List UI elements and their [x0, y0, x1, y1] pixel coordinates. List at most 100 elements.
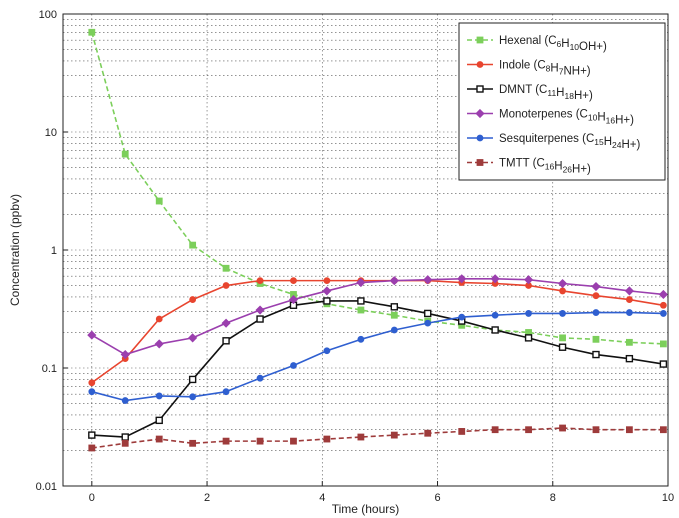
- data-point: [322, 286, 332, 296]
- data-point: [155, 416, 163, 425]
- legend-subscript: 8: [546, 64, 551, 74]
- y-axis-label: Concentration (ppbv): [8, 194, 22, 306]
- data-point: [457, 274, 467, 284]
- data-point: [88, 28, 96, 36]
- data-point: [120, 349, 130, 360]
- data-point: [256, 437, 264, 445]
- legend-text-part: OH+): [579, 41, 607, 53]
- data-point: [390, 326, 398, 334]
- series-4: [87, 274, 668, 360]
- legend-subscript: 10: [588, 113, 598, 123]
- legend-text-part: TMTT (C: [499, 158, 545, 170]
- data-point: [121, 433, 129, 441]
- data-point: [559, 424, 566, 432]
- y-tick-label: 100: [39, 9, 57, 21]
- data-point: [476, 85, 484, 93]
- data-point: [188, 375, 197, 384]
- data-point: [189, 241, 197, 249]
- x-tick-label: 4: [319, 492, 325, 504]
- legend-text-part: H+): [572, 164, 591, 176]
- legend-item: DMNT (C11H18H+): [467, 84, 593, 102]
- y-tick-label: 0.01: [36, 481, 57, 493]
- legend-subscript: 18: [564, 91, 574, 101]
- data-point: [255, 305, 265, 315]
- data-point: [476, 159, 484, 166]
- data-point: [625, 354, 634, 363]
- legend-text-part: H: [550, 63, 558, 75]
- series-line: [91, 278, 664, 356]
- data-point: [323, 297, 331, 305]
- x-tick-label: 10: [662, 492, 674, 504]
- data-point: [658, 289, 668, 300]
- data-point: [523, 275, 534, 285]
- data-point: [357, 335, 365, 343]
- data-point: [357, 433, 365, 441]
- data-point: [491, 426, 499, 434]
- data-point: [189, 296, 197, 303]
- data-point: [592, 309, 600, 316]
- legend-text-part: Monoterpenes (C: [499, 109, 588, 121]
- data-point: [424, 429, 432, 437]
- legend-subscript: 24: [612, 140, 622, 150]
- data-point: [188, 333, 198, 343]
- y-tick-label: 0.1: [42, 363, 57, 375]
- data-point: [424, 309, 432, 318]
- data-point: [592, 426, 600, 434]
- series-line: [91, 427, 664, 449]
- data-point: [222, 282, 230, 289]
- data-point: [356, 277, 366, 288]
- y-tick-label: 1: [51, 245, 57, 257]
- data-point: [390, 311, 398, 319]
- data-point: [357, 297, 365, 305]
- data-point: [423, 275, 433, 285]
- data-point: [659, 426, 667, 434]
- data-point: [189, 439, 197, 447]
- data-point: [558, 343, 567, 351]
- data-point: [154, 339, 164, 349]
- legend-item: Hexenal (C6H10OH+): [467, 35, 607, 53]
- data-point: [476, 61, 484, 68]
- data-point: [659, 301, 667, 309]
- data-point: [155, 435, 163, 443]
- legend-item: TMTT (C16H26H+): [467, 158, 591, 176]
- x-tick-label: 6: [434, 492, 440, 504]
- data-point: [323, 435, 331, 443]
- data-point: [155, 392, 163, 400]
- data-point: [659, 310, 667, 317]
- data-point: [88, 388, 96, 396]
- data-point: [221, 318, 231, 328]
- legend-text-part: H+): [615, 115, 634, 127]
- data-point: [288, 295, 299, 305]
- data-point: [592, 335, 600, 343]
- data-point: [625, 309, 633, 316]
- legend-text-part: H: [561, 38, 569, 50]
- legend-subscript: 26: [563, 165, 573, 175]
- data-point: [491, 326, 499, 334]
- data-point: [290, 437, 297, 445]
- data-point: [476, 134, 484, 142]
- data-point: [525, 310, 532, 317]
- data-point: [121, 150, 129, 158]
- data-point: [458, 428, 466, 435]
- legend-label: Indole (C8H7NH+): [499, 60, 591, 78]
- data-point: [88, 444, 96, 452]
- data-point: [424, 319, 432, 327]
- data-point: [389, 276, 399, 286]
- legend-text-part: Sesquiterpenes (C: [499, 133, 594, 145]
- data-point: [592, 292, 600, 300]
- legend-text-part: DMNT (C: [499, 84, 547, 96]
- legend-subscript: 16: [606, 116, 616, 126]
- legend-text-part: H+): [622, 139, 641, 151]
- legend-text-part: H: [597, 112, 605, 124]
- data-point: [559, 334, 566, 342]
- data-point: [87, 330, 97, 340]
- legend-text-part: H: [554, 161, 562, 173]
- data-point: [591, 281, 601, 292]
- data-point: [189, 393, 197, 401]
- legend-text-part: H: [556, 87, 564, 99]
- legend-text-part: NH+): [563, 66, 590, 78]
- data-point: [625, 426, 633, 434]
- data-point: [256, 315, 264, 323]
- series-line: [91, 300, 664, 438]
